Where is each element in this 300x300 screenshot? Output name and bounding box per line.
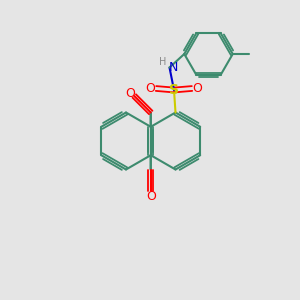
Text: O: O: [146, 190, 156, 203]
Text: O: O: [193, 82, 202, 95]
Text: O: O: [146, 82, 155, 95]
Text: H: H: [159, 57, 167, 67]
Text: N: N: [168, 61, 178, 74]
Text: S: S: [169, 83, 179, 97]
Text: O: O: [126, 87, 136, 100]
